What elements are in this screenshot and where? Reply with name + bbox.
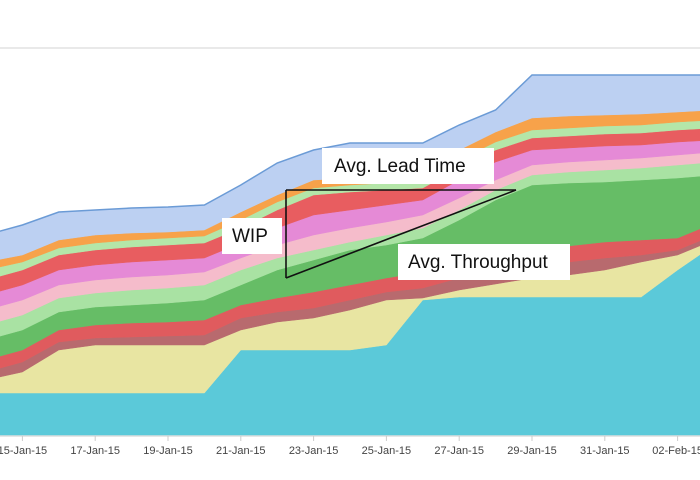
top-edge xyxy=(0,74,700,232)
x-tick-label: 17-Jan-15 xyxy=(70,445,120,457)
annotation-lead-time: Avg. Lead Time xyxy=(322,148,494,184)
annotation-box xyxy=(222,218,282,254)
x-tick-label: 21-Jan-15 xyxy=(216,445,266,457)
triangle xyxy=(285,189,517,279)
annotation-text: Avg. Lead Time xyxy=(334,156,466,177)
x-tick-label: 23-Jan-15 xyxy=(289,445,339,457)
annotation-text: Avg. Throughput xyxy=(408,252,549,273)
areas xyxy=(0,74,700,436)
annotation-throughput: Avg. Throughput xyxy=(398,244,570,280)
x-tick-label: 29-Jan-15 xyxy=(507,445,557,457)
annotation-text: WIP xyxy=(232,226,268,247)
annotation-wip: WIP xyxy=(222,218,282,254)
x-tick-label: 25-Jan-15 xyxy=(362,445,412,457)
annotation-box xyxy=(322,148,494,184)
x-tick-label: 31-Jan-15 xyxy=(580,445,630,457)
x-tick-label: 19-Jan-15 xyxy=(143,445,193,457)
throughput-line xyxy=(285,189,517,279)
annotation-box xyxy=(398,244,570,280)
x-tick-label: 15-Jan-15 xyxy=(0,445,47,457)
x-tick-label: 27-Jan-15 xyxy=(434,445,484,457)
x-tick-label: 02-Feb-15 xyxy=(652,445,700,457)
x-axis: 15-Jan-15 17-Jan-15 19-Jan-15 21-Jan-15 23-J… xyxy=(0,435,700,457)
